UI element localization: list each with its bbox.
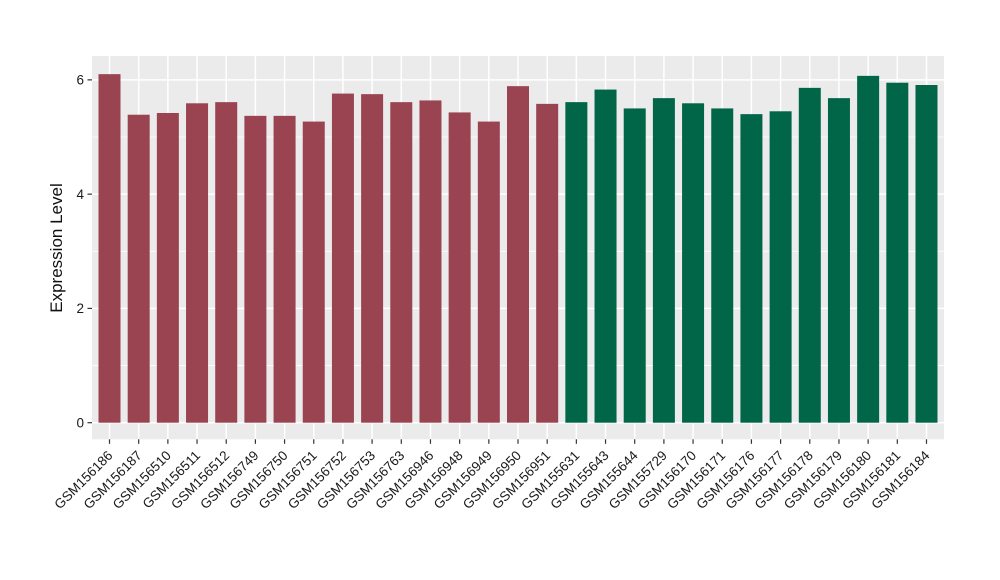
bar-GSM156753: [361, 94, 384, 423]
y-tick-label: 2: [76, 301, 84, 316]
bar-GSM156176: [740, 114, 763, 423]
bar-GSM156181: [886, 82, 909, 423]
bar-GSM156512: [215, 102, 238, 423]
bar-GSM156184: [915, 85, 938, 423]
bar-GSM156510: [156, 113, 179, 423]
bar-GSM155729: [652, 98, 675, 423]
bar-GSM156186: [98, 74, 121, 423]
bar-GSM156751: [302, 121, 325, 423]
bar-GSM156187: [127, 114, 150, 423]
bar-GSM156177: [769, 111, 792, 423]
bar-GSM156178: [798, 87, 821, 423]
bar-GSM156951: [536, 103, 559, 423]
bar-GSM156763: [390, 102, 413, 423]
y-axis-title: Expression Level: [47, 183, 66, 313]
y-tick-label: 0: [76, 416, 84, 431]
bar-GSM156946: [419, 100, 442, 423]
bar-GSM156179: [827, 98, 850, 423]
bar-GSM155631: [565, 102, 588, 423]
bar-GSM156950: [507, 86, 529, 423]
bar-GSM156750: [273, 115, 296, 423]
bar-GSM156752: [331, 93, 354, 423]
bar-GSM156180: [857, 75, 880, 423]
bar-GSM156511: [186, 103, 209, 423]
y-tick-label: 6: [76, 73, 84, 88]
bar-GSM156170: [682, 103, 705, 423]
bar-GSM155643: [594, 89, 617, 423]
bar-GSM156749: [244, 115, 267, 423]
y-tick-label: 4: [76, 187, 84, 202]
bar-GSM156171: [711, 108, 734, 423]
bar-GSM156949: [477, 121, 500, 423]
bar-GSM155644: [623, 108, 646, 423]
bar-GSM156948: [448, 112, 471, 423]
